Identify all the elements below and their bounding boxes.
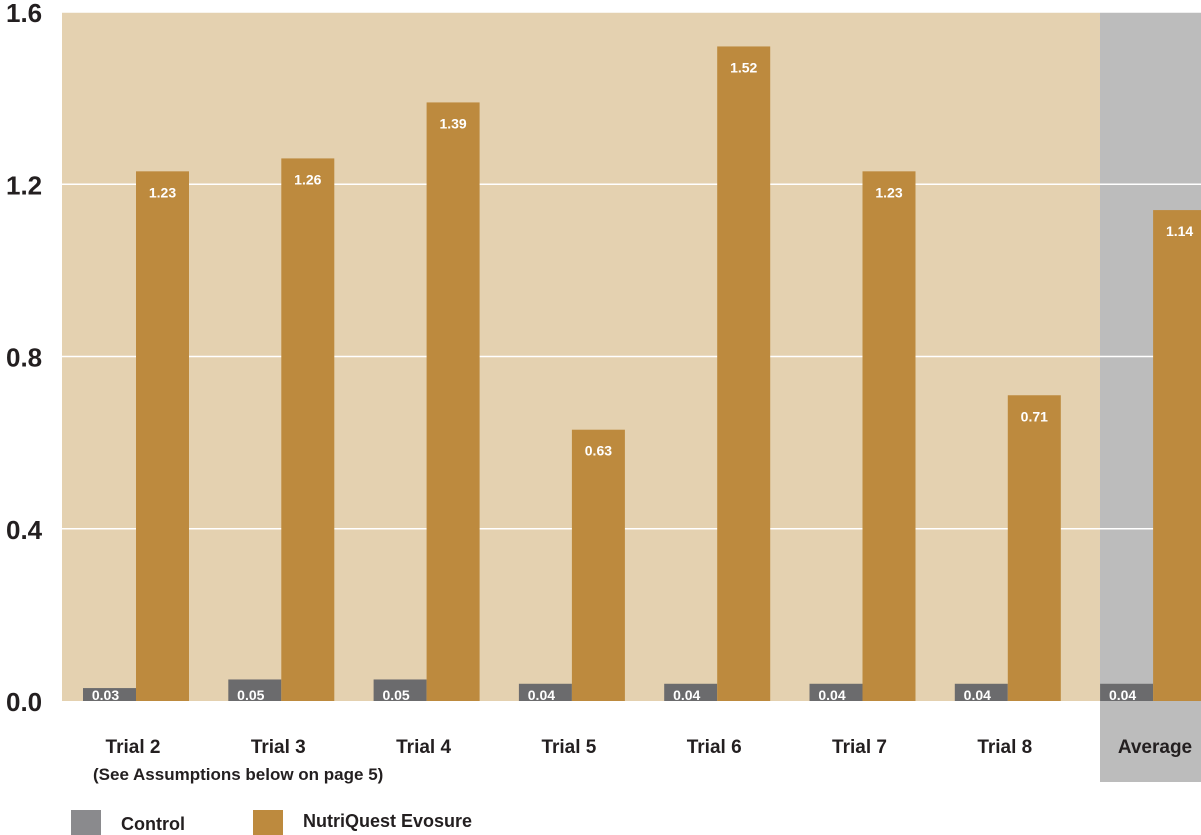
data-label-control: 0.04 [528,687,555,703]
data-label-evosure: 1.23 [875,184,902,200]
data-label-evosure: 1.14 [1166,223,1193,239]
x-category-label: Trial 7 [832,737,887,758]
bar-control [83,688,136,701]
bar-control [373,679,427,701]
bar-evosure [571,429,625,701]
category-note: (See Assumptions below on page 5) [93,765,383,784]
data-label-evosure: 0.63 [585,443,612,459]
y-tick-label: 0.4 [6,515,43,545]
y-tick-label: 0.0 [6,687,42,717]
data-label-evosure: 1.23 [149,184,176,200]
bar-evosure [281,158,335,702]
bar-control [809,683,863,701]
x-category-label: Trial 3 [251,737,306,758]
legend-label-control: Control [121,814,185,834]
data-label-evosure: 1.26 [294,171,321,187]
x-category-label: Trial 5 [541,737,596,758]
data-label-evosure: 0.71 [1021,408,1048,424]
data-label-control: 0.03 [92,687,119,703]
bar-evosure [717,46,771,701]
data-label-control: 0.04 [818,687,845,703]
bar-evosure [426,102,480,701]
bar-evosure [136,171,189,702]
bar-control [664,683,718,701]
x-category-label: Trial 6 [687,737,742,758]
y-tick-label: 1.6 [6,0,42,28]
x-category-label: Trial 8 [977,737,1032,758]
data-label-control: 0.04 [964,687,991,703]
bar-control [954,683,1008,701]
data-label-control: 0.05 [382,687,409,703]
bar-evosure [1153,210,1201,701]
x-category-label: Trial 4 [396,737,451,758]
data-label-control: 0.04 [673,687,700,703]
data-label-control: 0.04 [1109,687,1136,703]
bar-control [228,679,282,701]
y-tick-label: 1.2 [6,170,42,200]
data-label-control: 0.05 [237,687,264,703]
x-category-label: Average [1118,737,1192,758]
data-label-evosure: 1.52 [730,59,757,75]
x-category-label: Trial 2 [106,737,161,758]
legend-swatch-evosure [253,810,283,835]
y-tick-label: 0.8 [6,343,42,373]
bar-control [518,683,572,701]
bar-evosure [862,171,916,702]
legend-swatch-control [71,810,101,835]
bar-control [1100,683,1154,701]
data-label-evosure: 1.39 [439,115,466,131]
legend-label-evosure: NutriQuest Evosure [303,811,472,831]
bar-evosure [1007,395,1061,701]
